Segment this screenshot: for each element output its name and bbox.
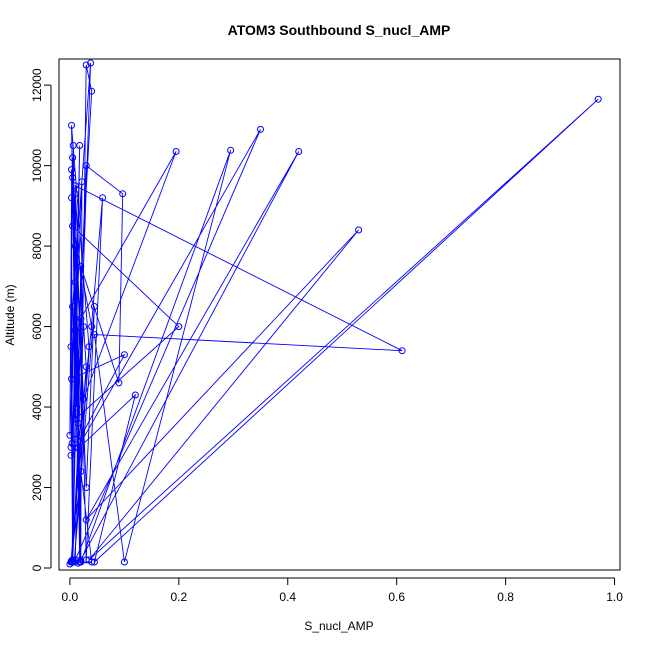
- data-point: [71, 190, 79, 198]
- data-point: [67, 451, 75, 459]
- data-point: [90, 558, 98, 566]
- x-tick-label: 1.0: [606, 590, 623, 604]
- x-tick-label: 0.8: [497, 590, 514, 604]
- data-point: [82, 162, 90, 170]
- series-layer: [66, 59, 602, 568]
- y-tick-label: 0: [30, 564, 44, 571]
- data-point: [68, 194, 75, 202]
- data-point: [78, 178, 86, 186]
- data-point: [90, 303, 98, 310]
- y-tick-label: 12000: [30, 68, 44, 102]
- data-point: [76, 142, 84, 149]
- data-point: [77, 262, 85, 270]
- data-point: [69, 222, 77, 230]
- series: [66, 59, 602, 568]
- data-point: [99, 194, 107, 202]
- data-point: [131, 391, 139, 399]
- data-point: [120, 558, 128, 566]
- y-tick-label: 10000: [30, 149, 44, 183]
- data-point: [175, 323, 183, 331]
- y-tick-label: 2000: [30, 474, 44, 501]
- y-axis: 0 2000 4000 6000 8000 10000 12000: [30, 68, 52, 571]
- data-point: [67, 343, 75, 351]
- data-point: [80, 395, 87, 403]
- data-point: [74, 443, 82, 451]
- data-point: [88, 87, 96, 95]
- y-tick-label: 4000: [30, 393, 44, 420]
- data-point: [82, 484, 90, 491]
- series-line: [69, 62, 599, 565]
- data-point: [66, 560, 74, 568]
- data-point: [71, 327, 79, 335]
- data-point: [71, 242, 79, 250]
- data-point: [88, 558, 96, 566]
- data-point: [295, 148, 303, 155]
- data-point: [227, 146, 235, 154]
- plot-frame: [58, 58, 621, 571]
- x-tick-label: 0.0: [62, 590, 79, 604]
- data-point: [355, 226, 363, 234]
- y-tick-label: 6000: [30, 313, 44, 340]
- data-point: [68, 557, 75, 565]
- x-tick-label: 0.4: [279, 590, 296, 604]
- data-point: [82, 363, 90, 371]
- data-point: [68, 375, 75, 383]
- data-point: [119, 190, 127, 198]
- data-point: [82, 61, 90, 69]
- x-axis: 0.0 0.2 0.4 0.6 0.8 1.0: [62, 577, 623, 604]
- data-point: [87, 59, 95, 67]
- data-point: [66, 431, 74, 439]
- data-point: [71, 182, 79, 190]
- data-point: [594, 95, 602, 103]
- x-axis-label: S_nucl_AMP: [304, 619, 373, 633]
- data-point: [257, 125, 264, 133]
- data-point: [72, 403, 80, 411]
- y-tick-label: 8000: [30, 232, 44, 259]
- data-point: [71, 415, 79, 423]
- data-point: [69, 154, 77, 162]
- data-point: [172, 148, 180, 155]
- data-point: [74, 559, 82, 567]
- data-point: [68, 439, 76, 447]
- data-point: [77, 315, 85, 322]
- data-point: [69, 303, 77, 310]
- y-axis-label: Altitude (m): [3, 284, 17, 345]
- data-point: [68, 121, 75, 129]
- data-point: [71, 278, 79, 286]
- data-point: [88, 323, 96, 331]
- data-point: [120, 351, 128, 359]
- data-point: [68, 166, 75, 174]
- data-point: [69, 174, 77, 182]
- data-point: [115, 379, 123, 387]
- data-point: [67, 443, 75, 451]
- x-tick-label: 0.6: [388, 590, 405, 604]
- data-point: [85, 343, 93, 351]
- data-point: [77, 467, 85, 475]
- x-tick-label: 0.2: [170, 590, 187, 604]
- data-point: [80, 323, 87, 331]
- data-point: [90, 331, 98, 339]
- chart-title: ATOM3 Southbound S_nucl_AMP: [228, 22, 451, 38]
- data-point: [398, 347, 406, 355]
- data-point: [82, 516, 90, 524]
